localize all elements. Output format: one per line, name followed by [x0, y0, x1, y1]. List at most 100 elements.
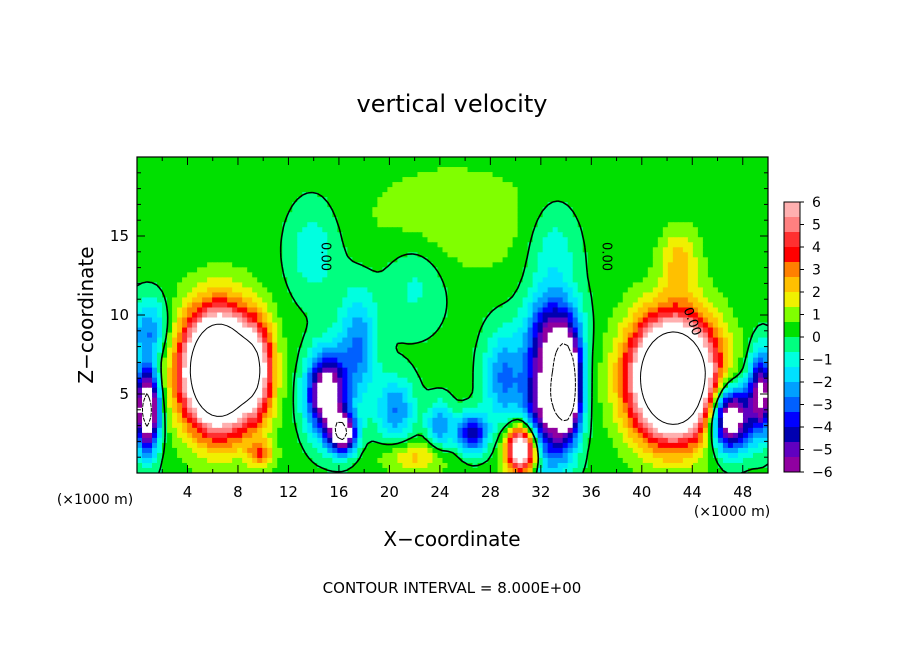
- field-cell: [182, 352, 188, 359]
- field-cell: [317, 207, 323, 213]
- field-cell: [707, 322, 714, 329]
- field-cell: [372, 342, 378, 349]
- field-cell: [202, 332, 208, 339]
- field-cell: [377, 257, 383, 263]
- field-cell: [137, 262, 143, 268]
- field-cell: [467, 182, 474, 188]
- field-cell: [347, 222, 353, 228]
- field-cell: [262, 267, 268, 273]
- field-cell: [162, 347, 168, 354]
- field-cell: [557, 237, 564, 243]
- field-cell: [197, 352, 203, 359]
- field-cell: [377, 212, 383, 218]
- field-cell: [202, 322, 208, 329]
- field-cell: [362, 197, 368, 203]
- field-cell: [517, 257, 524, 263]
- field-cell: [292, 312, 298, 319]
- field-cell: [322, 302, 328, 309]
- field-cell: [502, 217, 509, 223]
- field-cell: [632, 222, 639, 228]
- field-cell: [247, 292, 253, 299]
- field-cell: [652, 192, 659, 198]
- field-cell: [587, 312, 594, 319]
- field-cell: [732, 317, 739, 324]
- field-cell: [712, 327, 719, 334]
- field-cell: [447, 342, 454, 349]
- field-cell: [732, 277, 739, 283]
- field-cell: [637, 347, 644, 354]
- field-cell: [187, 342, 193, 349]
- field-cell: [387, 352, 394, 359]
- field-cell: [227, 192, 233, 198]
- field-cell: [672, 187, 679, 193]
- field-cell: [332, 337, 338, 344]
- field-cell: [717, 202, 724, 208]
- field-cell: [292, 187, 298, 193]
- field-cell: [417, 277, 424, 283]
- field-cell: [727, 167, 734, 173]
- field-cell: [697, 347, 704, 354]
- field-cell: [497, 212, 504, 218]
- field-cell: [162, 167, 168, 173]
- field-cell: [622, 317, 629, 324]
- field-cell: [447, 352, 454, 359]
- field-cell: [477, 337, 484, 344]
- field-cell: [722, 297, 729, 304]
- field-cell: [242, 177, 248, 183]
- field-cell: [482, 232, 489, 238]
- field-cell: [307, 182, 313, 188]
- field-cell: [282, 197, 288, 203]
- field-cell: [707, 177, 714, 183]
- field-cell: [517, 272, 524, 278]
- field-cell: [612, 212, 619, 218]
- field-cell: [387, 327, 394, 334]
- field-cell: [297, 222, 303, 228]
- field-cell: [257, 237, 263, 243]
- field-cell: [482, 297, 489, 304]
- field-cell: [487, 277, 494, 283]
- field-cell: [212, 232, 218, 238]
- field-cell: [317, 187, 323, 193]
- field-cell: [352, 217, 358, 223]
- field-cell: [727, 272, 734, 278]
- field-cell: [542, 322, 549, 329]
- field-cell: [647, 287, 654, 294]
- field-cell: [727, 337, 734, 344]
- field-cell: [392, 352, 399, 359]
- field-cell: [397, 292, 404, 299]
- field-cell: [497, 257, 504, 263]
- field-cell: [457, 177, 464, 183]
- field-cell: [587, 222, 594, 228]
- field-cell: [672, 197, 679, 203]
- field-cell: [457, 212, 464, 218]
- field-cell: [372, 347, 378, 354]
- field-cell: [412, 162, 419, 168]
- field-cell: [312, 222, 318, 228]
- field-cell: [292, 232, 298, 238]
- field-cell: [257, 252, 263, 258]
- field-cell: [542, 242, 549, 248]
- field-cell: [322, 187, 328, 193]
- field-cell: [267, 257, 273, 263]
- field-cell: [692, 312, 699, 319]
- field-cell: [612, 322, 619, 329]
- field-cell: [247, 347, 253, 354]
- field-cell: [167, 322, 173, 329]
- field-cell: [507, 257, 514, 263]
- field-cell: [192, 187, 198, 193]
- field-cell: [542, 317, 549, 324]
- field-cell: [342, 312, 348, 319]
- field-cell: [502, 232, 509, 238]
- field-cell: [277, 207, 283, 213]
- field-cell: [212, 347, 218, 354]
- field-cell: [492, 202, 499, 208]
- field-cell: [482, 167, 489, 173]
- field-cell: [397, 302, 404, 309]
- field-cell: [662, 327, 669, 334]
- field-cell: [497, 327, 504, 334]
- field-cell: [262, 177, 268, 183]
- field-cell: [697, 172, 704, 178]
- field-cell: [312, 332, 318, 339]
- field-cell: [287, 187, 293, 193]
- field-cell: [657, 172, 664, 178]
